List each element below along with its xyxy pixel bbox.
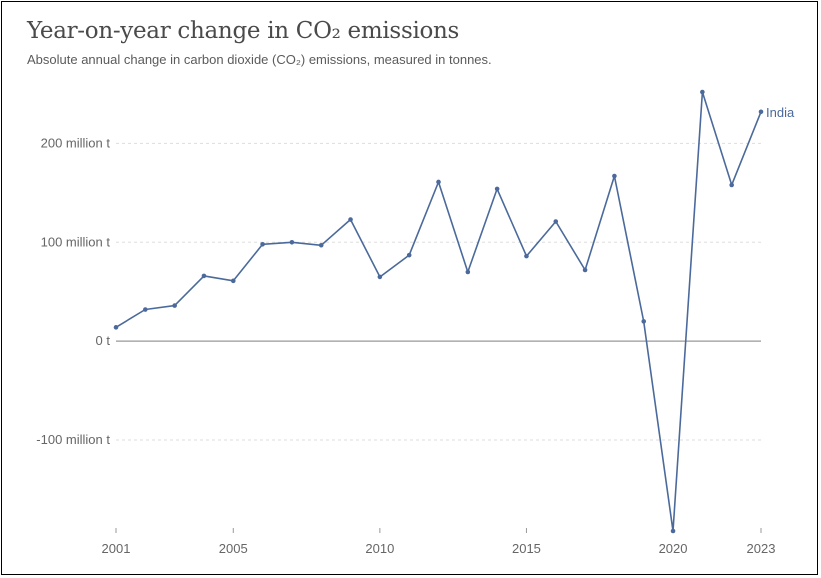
data-point — [641, 319, 647, 324]
series-layer: India — [113, 89, 795, 534]
y-axis-ticks: -100 million t 0 t 100 million t 200 millio… — [36, 135, 110, 447]
data-point — [348, 217, 353, 222]
chart-title: Year-on-year change in CO₂ emissions — [27, 18, 460, 44]
data-point — [758, 109, 764, 115]
data-point — [172, 303, 177, 308]
data-point — [582, 267, 588, 273]
chart-subtitle: Absolute annual change in carbon dioxide… — [27, 52, 492, 67]
y-tick-label: 0 t — [96, 333, 111, 348]
data-point — [670, 528, 676, 534]
x-tick-label: 2023 — [747, 541, 776, 556]
data-point — [289, 239, 295, 245]
data-point — [524, 253, 529, 259]
y-tick-label: 200 million t — [41, 135, 111, 150]
x-tick-label: 2001 — [102, 541, 131, 556]
series-label: India — [766, 105, 795, 120]
y-tick-label: -100 million t — [36, 432, 110, 447]
x-tick-label: 2020 — [659, 541, 688, 556]
data-point — [553, 219, 559, 224]
y-tick-label: 100 million t — [41, 234, 111, 249]
gridlines — [116, 142, 761, 441]
x-tick-label: 2005 — [219, 541, 248, 556]
x-tick-label: 2010 — [365, 541, 394, 556]
data-point — [406, 252, 412, 258]
data-point — [230, 278, 236, 284]
data-point — [377, 274, 383, 280]
data-point — [318, 242, 324, 248]
data-point — [729, 182, 734, 188]
data-point — [260, 241, 265, 247]
x-tick-label: 2015 — [512, 541, 541, 556]
data-point — [465, 269, 471, 275]
x-axis-ticks: 2001 2005 2010 2015 2020 2023 — [102, 528, 776, 556]
data-point — [700, 89, 705, 95]
data-point — [201, 273, 207, 279]
data-point — [113, 325, 119, 330]
data-point — [436, 179, 441, 185]
series-line-india — [115, 91, 762, 532]
data-point — [612, 173, 617, 179]
data-point — [494, 186, 500, 192]
data-point — [143, 307, 148, 312]
